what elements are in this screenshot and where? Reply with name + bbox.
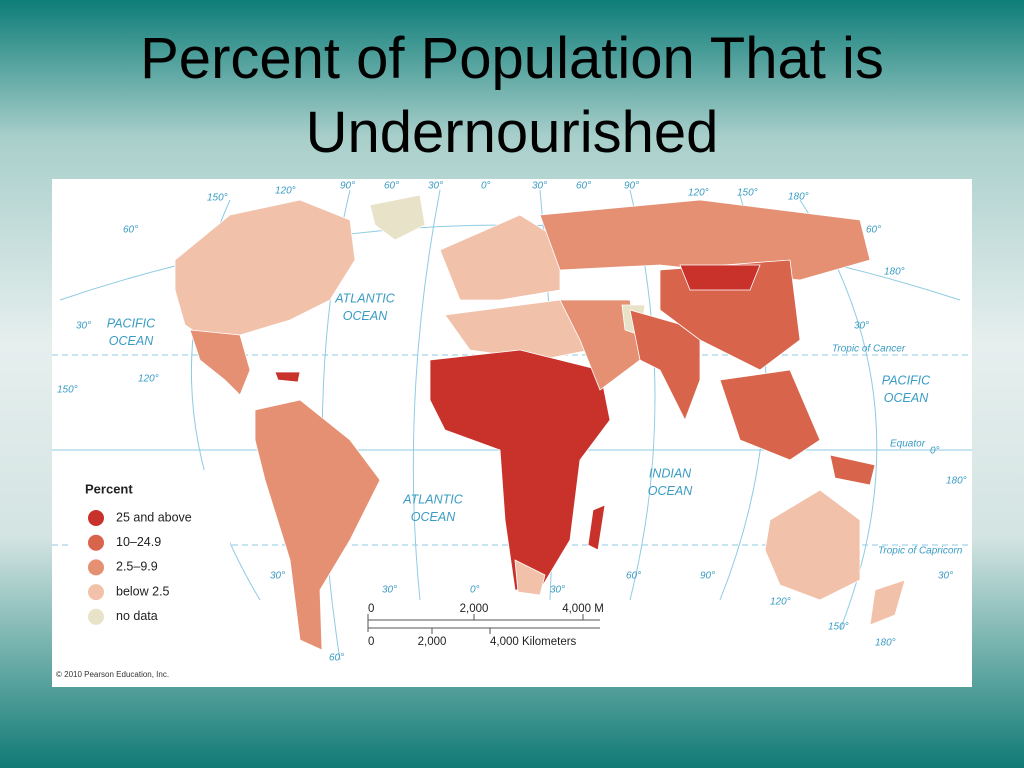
line-label: Tropic of Capricorn bbox=[878, 546, 963, 557]
legend-label: 2.5–9.9 bbox=[116, 560, 158, 574]
slide-title: Percent of Population That is Undernouri… bbox=[140, 26, 884, 165]
new-guinea bbox=[829, 454, 876, 486]
degree-label: 120° bbox=[770, 597, 791, 608]
degree-label: 30° bbox=[938, 571, 953, 582]
degree-label: 180° bbox=[884, 267, 905, 278]
caribbean bbox=[274, 371, 301, 383]
degree-label: 60° bbox=[123, 225, 138, 236]
north-america bbox=[174, 199, 356, 346]
degree-label: 0° bbox=[470, 585, 480, 596]
legend-swatch bbox=[88, 584, 104, 601]
copyright: © 2010 Pearson Education, Inc. bbox=[56, 670, 169, 679]
new-zealand bbox=[869, 579, 906, 626]
scale-label: 2,000 bbox=[418, 636, 447, 648]
degree-label: 30° bbox=[532, 181, 547, 192]
degree-label: 90° bbox=[340, 181, 355, 192]
legend-label: below 2.5 bbox=[116, 584, 170, 598]
map: Percent © 2010 Pearson Education, Inc. 2… bbox=[52, 179, 972, 687]
scale-label: 2,000 bbox=[460, 603, 489, 615]
legend-label: 25 and above bbox=[116, 510, 192, 524]
southeast-asia bbox=[719, 369, 821, 461]
ocean-label: ATLANTIC bbox=[402, 492, 463, 506]
ocean-label: OCEAN bbox=[411, 510, 456, 524]
central-america bbox=[189, 329, 251, 396]
legend-title: Percent bbox=[85, 481, 133, 496]
scale-label: 4,000 M bbox=[562, 603, 604, 615]
ocean-label: OCEAN bbox=[648, 484, 693, 498]
legend-swatch bbox=[88, 534, 104, 551]
meridian bbox=[412, 189, 441, 601]
north-africa bbox=[444, 299, 591, 361]
degree-label: 60° bbox=[329, 653, 344, 664]
ocean-label: PACIFIC bbox=[882, 373, 931, 387]
degree-label: 60° bbox=[384, 181, 399, 192]
degree-label: 150° bbox=[737, 188, 758, 199]
degree-label: 120° bbox=[688, 188, 709, 199]
greenland bbox=[369, 194, 426, 241]
degree-label: 30° bbox=[854, 321, 869, 332]
degree-label: 30° bbox=[382, 585, 397, 596]
legend-swatch bbox=[88, 510, 104, 526]
scale-label: 4,000 Kilometers bbox=[490, 636, 577, 648]
degree-label: 30° bbox=[428, 181, 443, 192]
ocean-label: OCEAN bbox=[343, 309, 388, 323]
degree-label: 60° bbox=[866, 225, 881, 236]
line-label: Tropic of Cancer bbox=[832, 344, 906, 355]
ocean-label: OCEAN bbox=[109, 334, 154, 348]
degree-label: 30° bbox=[270, 571, 285, 582]
legend-swatch bbox=[88, 559, 104, 576]
degree-label: 150° bbox=[828, 622, 849, 633]
legend-label: no data bbox=[116, 609, 158, 623]
australia bbox=[764, 489, 861, 601]
ocean-label: OCEAN bbox=[884, 391, 929, 405]
madagascar bbox=[587, 504, 606, 551]
scale-label: 0 bbox=[368, 603, 374, 615]
degree-label: 30° bbox=[550, 585, 565, 596]
middle-east bbox=[559, 299, 641, 391]
degree-label: 180° bbox=[788, 192, 809, 203]
scale-label: 0 bbox=[368, 636, 374, 648]
degree-label: 120° bbox=[138, 374, 159, 385]
degree-label: 60° bbox=[626, 571, 641, 582]
ocean-label: INDIAN bbox=[649, 466, 692, 480]
degree-label: 30° bbox=[76, 321, 91, 332]
legend-swatch bbox=[88, 608, 104, 625]
mongolia bbox=[679, 264, 761, 291]
degree-label: 60° bbox=[576, 181, 591, 192]
degree-label: 0° bbox=[481, 181, 491, 192]
south-africa bbox=[514, 559, 546, 596]
degree-label: 180° bbox=[875, 638, 896, 649]
ocean-label: PACIFIC bbox=[107, 316, 156, 330]
degree-label: 0° bbox=[930, 446, 940, 457]
degree-label: 150° bbox=[57, 385, 78, 396]
degree-label: 90° bbox=[624, 181, 639, 192]
line-label: Equator bbox=[890, 439, 926, 450]
south-america bbox=[254, 399, 381, 651]
europe bbox=[439, 214, 561, 301]
degree-label: 150° bbox=[207, 193, 228, 204]
degree-label: 180° bbox=[946, 476, 967, 487]
legend-label: 10–24.9 bbox=[116, 535, 161, 549]
ocean-label: ATLANTIC bbox=[334, 291, 395, 305]
countries bbox=[174, 194, 906, 651]
scale-bar bbox=[367, 614, 600, 634]
degree-label: 120° bbox=[275, 186, 296, 197]
degree-label: 90° bbox=[700, 571, 715, 582]
